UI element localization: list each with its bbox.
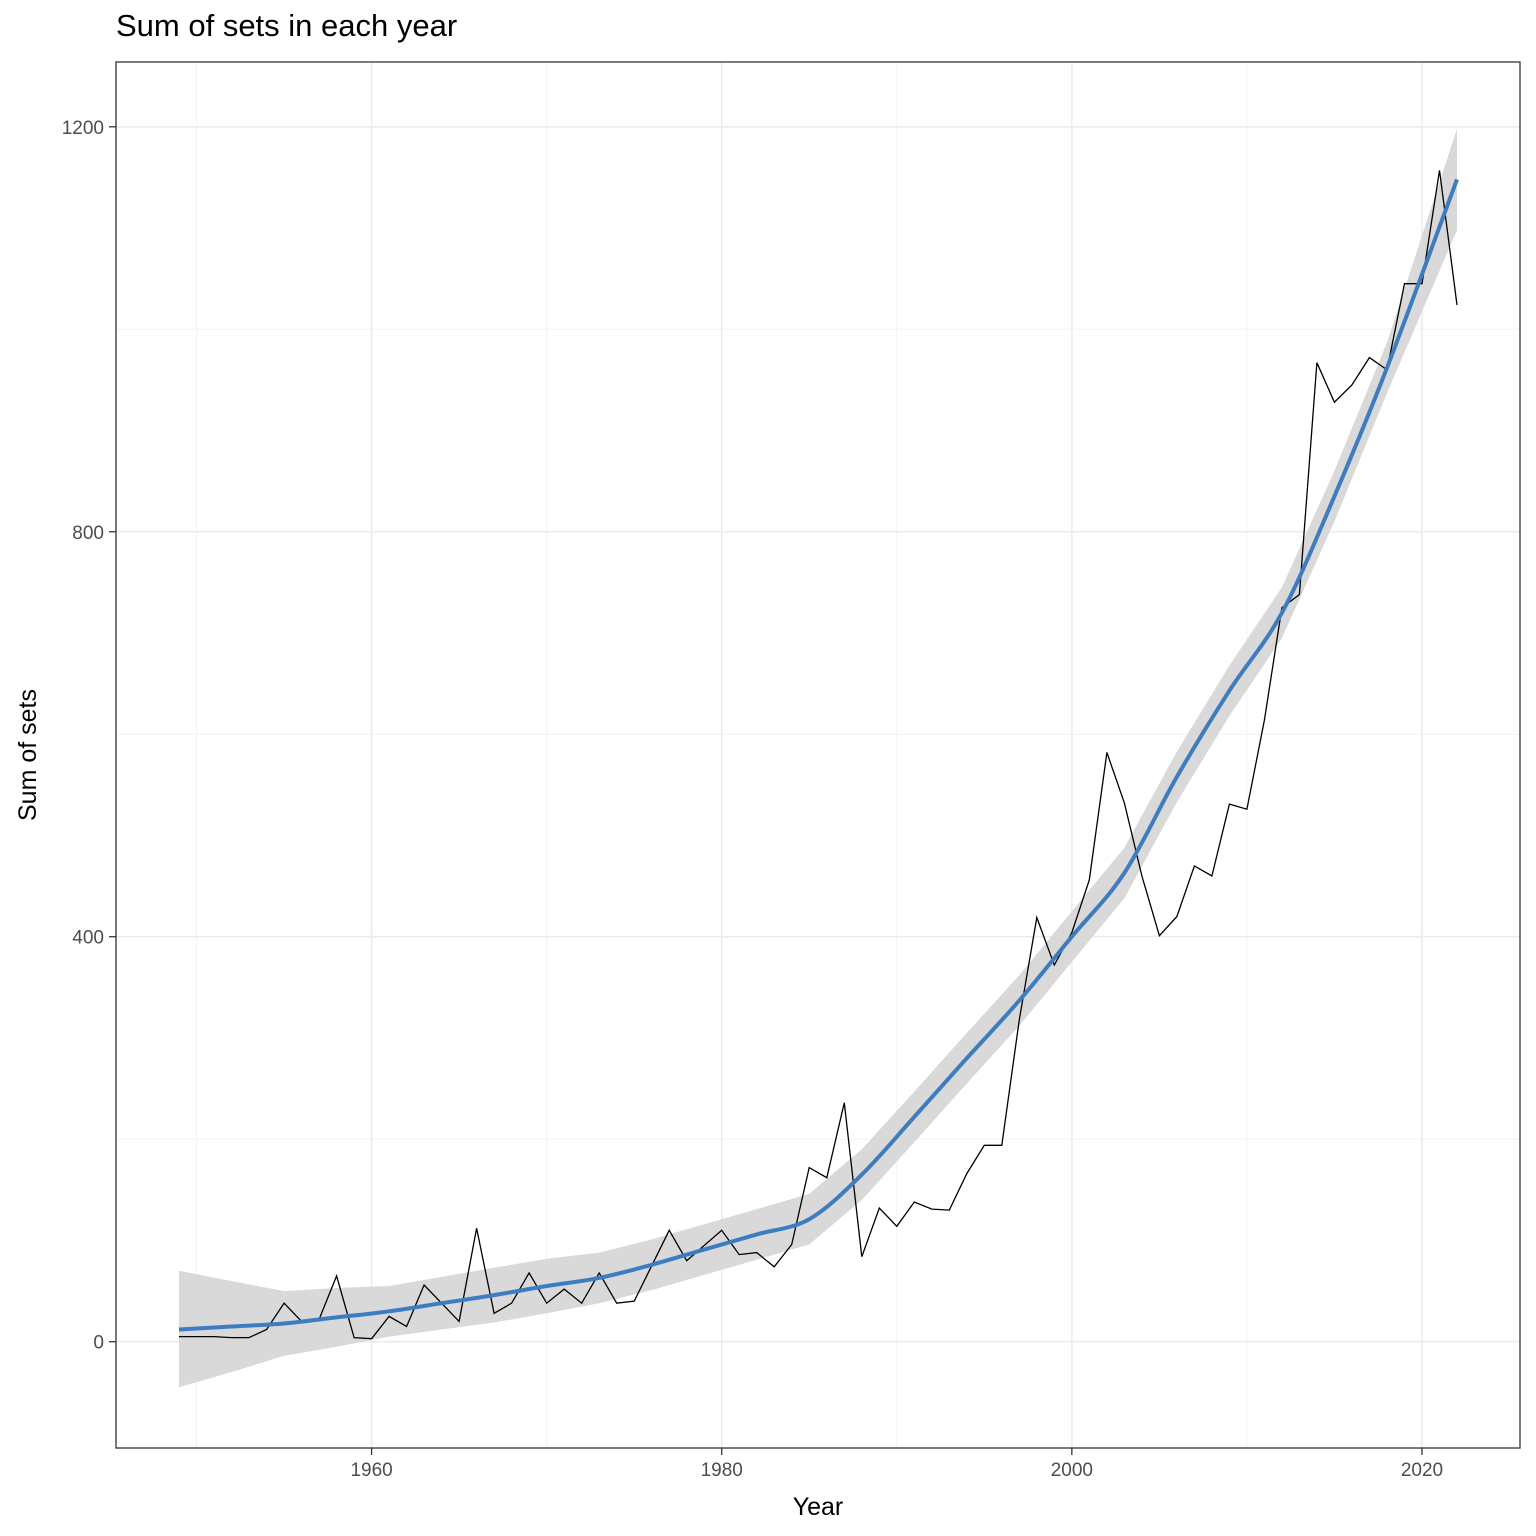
x-tick-label: 1980 (701, 1460, 743, 1481)
x-axis-title: Year (793, 1493, 844, 1521)
y-tick-label: 1200 (62, 118, 104, 139)
x-tick-label: 2020 (1401, 1460, 1443, 1481)
minor-gridlines (116, 62, 1520, 1448)
confidence-band (179, 128, 1457, 1388)
major-gridlines (116, 62, 1520, 1448)
y-tick-label: 800 (72, 523, 104, 544)
y-tick-label: 0 (93, 1333, 104, 1354)
series-line-raw (179, 170, 1458, 1340)
x-tick-label: 2000 (1051, 1460, 1093, 1481)
y-tick-label: 400 (72, 928, 104, 949)
plot-panel-border (115, 61, 1521, 1449)
x-axis: 1960 1980 2000 2020 (350, 1448, 1443, 1481)
y-axis-title: Sum of sets (14, 689, 42, 821)
y-axis: 0 400 800 1200 (62, 118, 116, 1354)
chart-title: Sum of sets in each year (116, 8, 458, 43)
x-tick-label: 1960 (350, 1460, 392, 1481)
series-line-smooth (178, 178, 1459, 1332)
